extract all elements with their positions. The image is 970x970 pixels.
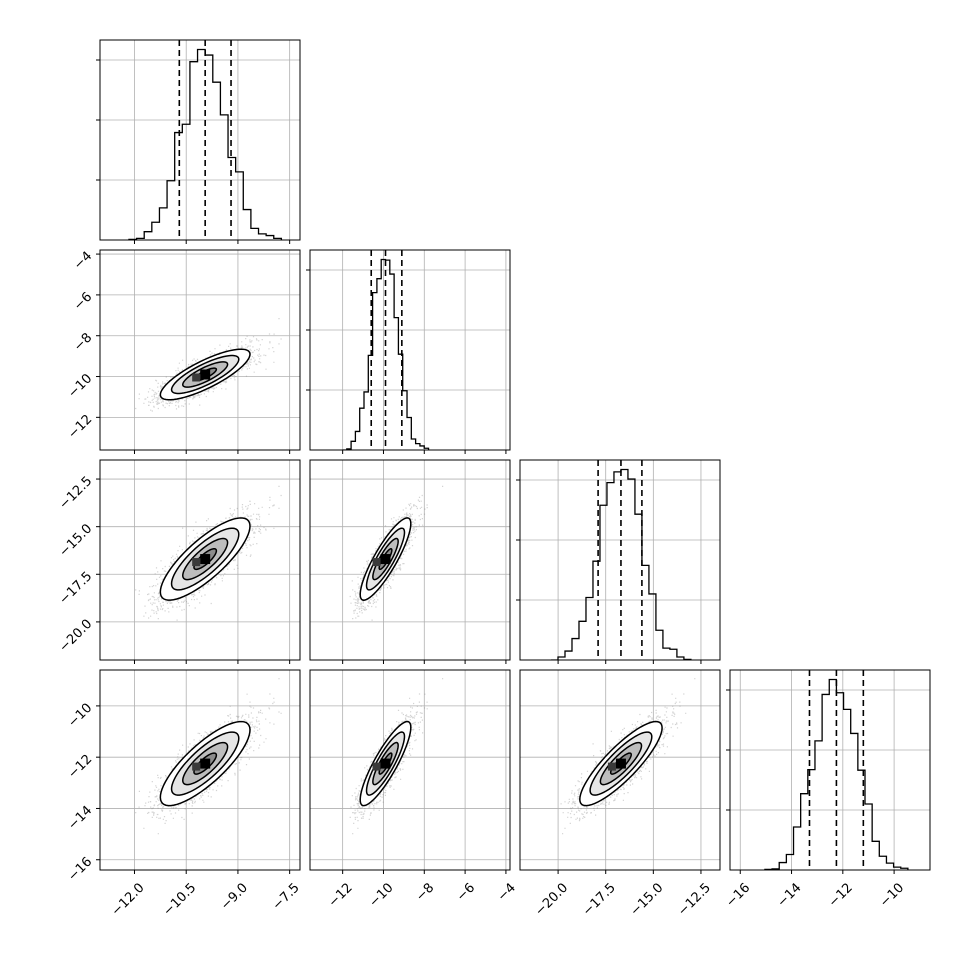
x-tick-label: −16 [723, 880, 753, 910]
panel-frame [309, 459, 511, 661]
y-tick-label: −12.5 [57, 474, 96, 513]
y-tick-label: −12 [65, 752, 95, 782]
x-tick-label: −4 [495, 880, 519, 904]
x-tick-label: −15.0 [628, 880, 667, 919]
x-tick-label: −7.5 [270, 880, 303, 913]
x-tick-label: −9.0 [218, 880, 251, 913]
panel-frame [729, 669, 931, 871]
y-tick-label: −20.0 [57, 617, 96, 656]
y-tick-label: −15.0 [57, 521, 96, 560]
y-tick-label: −8 [71, 330, 95, 354]
y-tick-label: −6 [71, 290, 95, 314]
density-panel-2-1 [309, 459, 511, 664]
panel-frame [99, 249, 301, 451]
x-tick-label: −12.5 [675, 880, 714, 919]
panel-frame [99, 459, 301, 661]
density-peak [200, 758, 211, 769]
histogram-step [551, 468, 692, 660]
panel-frame [519, 459, 721, 661]
density-peak [372, 558, 381, 567]
histogram-panel-1 [306, 249, 511, 454]
x-tick-label: −10 [877, 880, 907, 910]
histogram-panel-3: −16 −14 −12 −10 [723, 669, 931, 910]
x-tick-label: −17.5 [580, 880, 619, 919]
panel-frame [99, 669, 301, 871]
y-tick-label: −4 [71, 249, 95, 273]
density-peak [200, 554, 211, 565]
density-peak [372, 762, 381, 771]
histogram-panel-0 [96, 39, 301, 244]
y-tick-label: −12 [65, 412, 95, 442]
y-tick-label: −16 [65, 854, 95, 884]
density-peak [615, 758, 626, 769]
histogram-step [764, 678, 909, 870]
x-tick-label: −6 [454, 880, 478, 904]
y-tick-label: −10 [65, 701, 95, 731]
y-tick-label: −14 [65, 803, 95, 833]
density-panel-3-1: −12 −10 −8 −6 −4 [309, 669, 519, 910]
panel-frame [519, 669, 721, 871]
density-peak [200, 369, 211, 380]
panel-frame [309, 669, 511, 871]
x-tick-label: −10.5 [160, 880, 199, 919]
density-panel-2-0: −20.0 −17.5 −15.0 −12.5 [57, 459, 301, 664]
density-peak [380, 554, 391, 565]
x-tick-label: −12 [826, 880, 856, 910]
density-peak [607, 762, 616, 771]
panel-frame [99, 39, 301, 241]
density-peak [192, 762, 201, 771]
y-tick-label: −10 [65, 371, 95, 401]
density-panel-3-2: −20.0 −17.5 −15.0 −12.5 [519, 669, 721, 919]
x-tick-label: −14 [775, 880, 805, 910]
panel-frame [309, 249, 511, 451]
density-peak [192, 558, 201, 567]
density-peak [192, 373, 201, 382]
density-panel-3-0: −16 −14 −12 −10 −12.0 −10.5 −9.0 −7.5 [65, 669, 303, 919]
x-tick-label: −10 [367, 880, 397, 910]
histogram-panel-2 [516, 459, 721, 664]
x-tick-label: −12 [326, 880, 356, 910]
density-panel-1-0: −12 −10 −8 −6 −4 [65, 249, 301, 454]
x-tick-label: −8 [413, 880, 437, 904]
x-tick-label: −12.0 [109, 880, 148, 919]
y-tick-label: −17.5 [57, 569, 96, 608]
x-tick-label: −20.0 [532, 880, 571, 919]
density-peak [380, 758, 391, 769]
